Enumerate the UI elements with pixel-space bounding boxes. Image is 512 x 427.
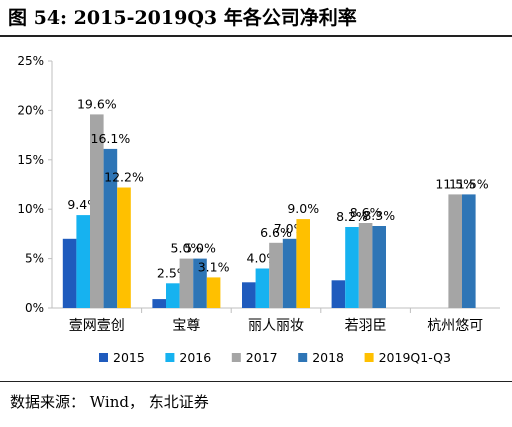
figure-title: 图 54: 2015-2019Q3 年各公司净利率 <box>8 7 357 29</box>
bar <box>152 299 166 308</box>
y-tick-label: 15% <box>17 153 44 167</box>
legend-label: 2016 <box>179 350 211 365</box>
bar <box>103 148 118 308</box>
data-label: 19.6% <box>77 96 117 111</box>
y-tick-label: 10% <box>17 202 44 216</box>
title-divider <box>0 35 512 37</box>
bar <box>296 219 310 308</box>
legend-label: 2018 <box>312 350 344 365</box>
data-label: 16.1% <box>91 131 131 146</box>
y-tick-label: 20% <box>17 103 44 117</box>
bar <box>269 242 283 308</box>
bar <box>62 238 77 308</box>
y-tick-label: 0% <box>25 301 44 315</box>
x-tick-label: 宝尊 <box>172 317 200 334</box>
data-label: 9.0% <box>287 201 319 216</box>
bar <box>193 258 207 308</box>
bar <box>448 194 462 308</box>
bar <box>358 223 373 308</box>
legend-label: 2015 <box>113 350 145 365</box>
data-label: 12.2% <box>104 170 144 185</box>
y-tick-label: 25% <box>17 54 44 68</box>
bar <box>90 114 104 309</box>
bar <box>166 283 180 308</box>
bar <box>117 187 131 308</box>
net-margin-chart: 0%5%10%15%20%25%9.4%19.6%16.1%12.2%壹网壹创2… <box>17 54 500 365</box>
bar <box>331 280 346 308</box>
data-label: 11.5% <box>435 176 475 191</box>
bar <box>179 258 194 308</box>
data-label: 3.1% <box>198 259 230 274</box>
bar <box>345 227 359 308</box>
footer-divider <box>0 381 512 382</box>
data-label: 5.0% <box>184 241 216 256</box>
x-tick-label: 丽人丽妆 <box>248 318 304 334</box>
legend-label: 2017 <box>246 350 278 365</box>
legend-swatch <box>231 353 241 362</box>
bar <box>206 277 221 308</box>
data-label: 8.3% <box>363 208 395 223</box>
chart-area: 0% 5% 10% 15% 20% 25% 9.4% 19.6% 16.1% 12.2% 壹网壹创 2… <box>0 38 512 380</box>
bar <box>462 194 476 308</box>
y-tick-label: 5% <box>25 252 44 266</box>
data-label: 8.6% <box>350 205 382 220</box>
bar <box>242 282 256 308</box>
bar <box>372 226 386 308</box>
legend-swatch <box>165 353 175 362</box>
source-note: 数据来源： Wind， 东北证券 <box>10 393 209 411</box>
x-tick-label: 壹网壹创 <box>69 318 125 334</box>
legend-label: 2019Q1-Q3 <box>379 350 451 365</box>
data-label: 5.0% <box>171 241 203 256</box>
data-label: 6.6% <box>260 225 292 240</box>
legend-swatch <box>99 353 108 362</box>
legend-swatch <box>298 353 308 362</box>
data-label: 8.2% <box>336 209 368 224</box>
x-tick-label: 若羽臣 <box>345 318 387 334</box>
x-tick-label: 杭州悠可 <box>427 318 483 334</box>
title-bar: 图 54: 2015-2019Q3 年各公司净利率 <box>0 0 512 37</box>
bar <box>282 238 297 308</box>
legend-swatch <box>364 353 374 362</box>
bar <box>255 268 270 308</box>
bar <box>76 215 90 308</box>
data-label: 11.5% <box>449 176 489 191</box>
